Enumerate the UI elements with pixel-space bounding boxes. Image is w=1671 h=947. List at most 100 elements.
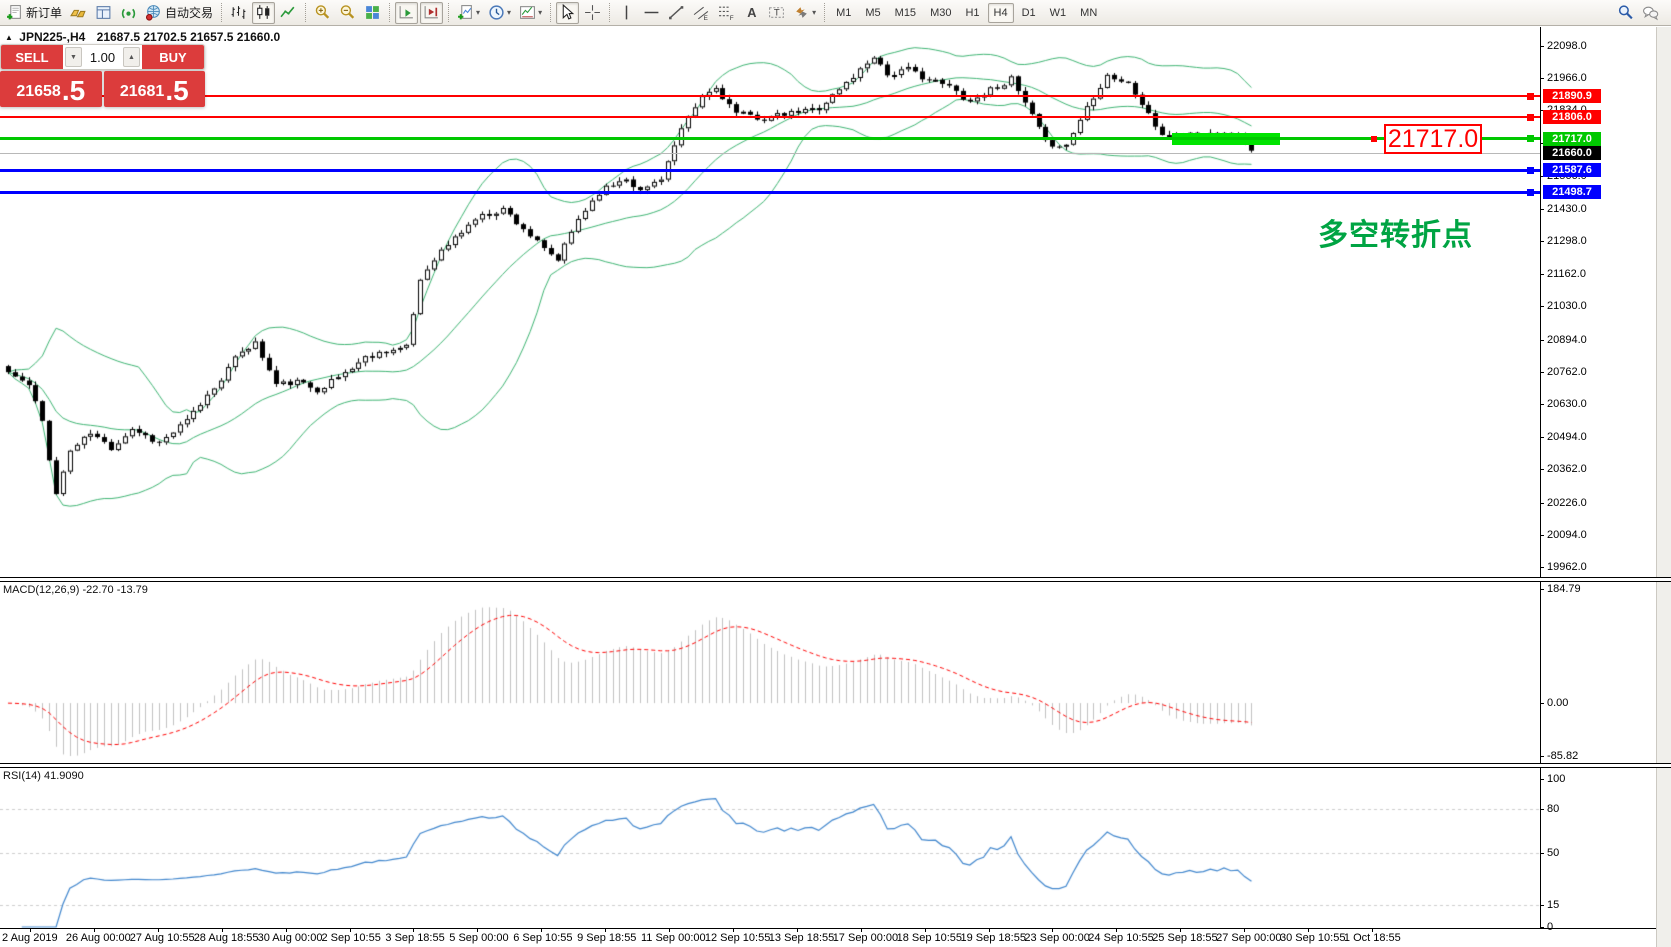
- horizontal-line-object[interactable]: [0, 168, 1540, 172]
- timeframe-m1-button[interactable]: M1: [836, 6, 852, 19]
- time-axis-label: 24 Sep 10:55: [1088, 932, 1154, 944]
- equidistant-channel-button[interactable]: [690, 2, 713, 24]
- horizontal-line-object[interactable]: [0, 116, 1540, 119]
- bar-chart-button[interactable]: [227, 2, 250, 24]
- market-watch-button[interactable]: [67, 2, 90, 24]
- zoom-out-button[interactable]: [336, 2, 359, 24]
- pane-separator[interactable]: [0, 763, 1671, 768]
- timeframe-w1-button[interactable]: W1: [1049, 6, 1067, 19]
- rsi-indicator-label: RSI(14) 41.9090: [3, 770, 84, 782]
- periods-button[interactable]: ▾: [485, 2, 514, 24]
- line-handle[interactable]: [1527, 188, 1534, 196]
- price-axis-tick: 21298.0: [1547, 235, 1587, 247]
- time-axis-tick-mark: [1244, 929, 1246, 932]
- time-axis-tick-mark: [732, 929, 734, 932]
- volume-input[interactable]: 1.00: [89, 49, 116, 65]
- time-axis-border: [0, 928, 1656, 929]
- timeframe-m5-button[interactable]: M5: [865, 6, 881, 19]
- autotrading-button[interactable]: 自动交易: [142, 2, 216, 24]
- time-axis-label: 18 Sep 10:55: [896, 932, 963, 944]
- timeframe-h4-button[interactable]: H4: [987, 2, 1014, 23]
- ohlc-values: 21687.5 21702.5 21657.5 21660.0: [96, 30, 281, 44]
- price-axis-tick-mark: [1540, 143, 1544, 145]
- chart-shift-button[interactable]: [420, 1, 444, 24]
- data-window-icon: [95, 4, 112, 21]
- horizontal-line-object[interactable]: [0, 137, 1540, 141]
- arrows-button[interactable]: ▾: [790, 2, 819, 24]
- buy-button[interactable]: BUY: [142, 45, 204, 69]
- time-axis-label: 9 Sep 18:55: [577, 932, 637, 944]
- fibonacci-button[interactable]: [715, 2, 738, 24]
- time-axis-tick-mark: [221, 929, 223, 932]
- cursor-button[interactable]: [556, 1, 580, 24]
- sell-button[interactable]: SELL: [1, 45, 63, 69]
- callout-anchor-handle[interactable]: [1371, 135, 1377, 142]
- volume-decrease-button[interactable]: ▼: [65, 47, 82, 67]
- text-annotation[interactable]: 多空转折点: [1318, 219, 1473, 252]
- zoom-in-button[interactable]: [311, 2, 334, 24]
- search-button[interactable]: [1614, 2, 1637, 24]
- horizontal-line-button[interactable]: [640, 2, 663, 24]
- trade-panel-top-row: SELL ▼ 1.00 ▲ BUY: [0, 44, 205, 70]
- price-axis-tick-mark: [1540, 175, 1544, 177]
- buy-price-button[interactable]: 21681 .5: [103, 71, 205, 107]
- text-button[interactable]: [740, 2, 763, 24]
- text-label-button[interactable]: [765, 2, 788, 24]
- time-axis-tick-mark: [413, 929, 415, 932]
- channel-icon: [693, 4, 710, 21]
- auto-scroll-button[interactable]: [395, 1, 419, 24]
- candlestick-chart-button[interactable]: [252, 1, 276, 24]
- dropdown-arrow-icon: ▾: [538, 8, 543, 17]
- zoom-in-icon: [314, 4, 331, 21]
- volume-increase-button[interactable]: ▲: [123, 47, 140, 67]
- price-axis-tick: 22098.0: [1547, 39, 1587, 52]
- text-label-icon: [768, 4, 785, 21]
- sell-price-button[interactable]: 21658 .5: [0, 71, 102, 107]
- signal-icon: [120, 4, 137, 21]
- time-axis-tick-mark: [988, 929, 990, 932]
- indicators-button[interactable]: ▾: [454, 2, 483, 24]
- line-handle[interactable]: [1527, 166, 1534, 174]
- time-axis-tick-mark: [1116, 929, 1118, 932]
- navigator-button[interactable]: [117, 2, 140, 24]
- candlestick-chart-icon: [255, 4, 272, 21]
- zoom-out-icon: [339, 4, 356, 21]
- line-chart-button[interactable]: [277, 2, 300, 24]
- crosshair-button[interactable]: [581, 2, 604, 24]
- timeframe-m15-button[interactable]: M15: [894, 6, 917, 19]
- price-axis-tick: 21030.0: [1547, 300, 1587, 313]
- pane-separator[interactable]: [0, 577, 1671, 582]
- data-window-button[interactable]: [92, 2, 115, 24]
- macd-axis-tick: 0.00: [1547, 697, 1569, 710]
- time-axis-label: 5 Sep 00:00: [449, 932, 509, 944]
- templates-button[interactable]: ▾: [516, 2, 545, 24]
- line-handle[interactable]: [1527, 92, 1534, 100]
- vertical-line-button[interactable]: [615, 2, 638, 24]
- line-handle[interactable]: [1527, 135, 1534, 143]
- horizontal-line-icon: [643, 4, 660, 21]
- price-callout-label[interactable]: 21717.0: [1384, 123, 1482, 154]
- rsi-axis-tick: 100: [1547, 773, 1566, 786]
- horizontal-line-object[interactable]: [0, 95, 1540, 98]
- new-order-button[interactable]: 新订单: [3, 2, 65, 24]
- price-axis-tick: 19962.0: [1547, 560, 1587, 573]
- rsi-axis-tick-mark: [1540, 853, 1544, 855]
- price-axis-tick: 21430.0: [1547, 202, 1587, 215]
- timeframe-h1-button[interactable]: H1: [965, 6, 980, 19]
- time-axis-tick-mark: [1180, 929, 1182, 932]
- window-right-edge: [1656, 27, 1671, 947]
- timeframe-mn-button[interactable]: MN: [1080, 6, 1098, 19]
- line-handle[interactable]: [1527, 113, 1534, 121]
- trendline-button[interactable]: [665, 2, 688, 24]
- horizontal-line-object[interactable]: [0, 190, 1540, 194]
- time-axis-tick-mark: [157, 929, 159, 932]
- bar-chart-icon: [230, 4, 247, 21]
- time-axis-tick-mark: [1052, 929, 1054, 932]
- macd-axis-tick: -85.82: [1547, 750, 1579, 763]
- chat-button[interactable]: [1639, 2, 1662, 24]
- tile-windows-button[interactable]: [361, 2, 384, 24]
- timeframe-d1-button[interactable]: D1: [1021, 6, 1036, 19]
- time-axis-tick-mark: [924, 929, 926, 932]
- timeframe-m30-button[interactable]: M30: [930, 6, 952, 19]
